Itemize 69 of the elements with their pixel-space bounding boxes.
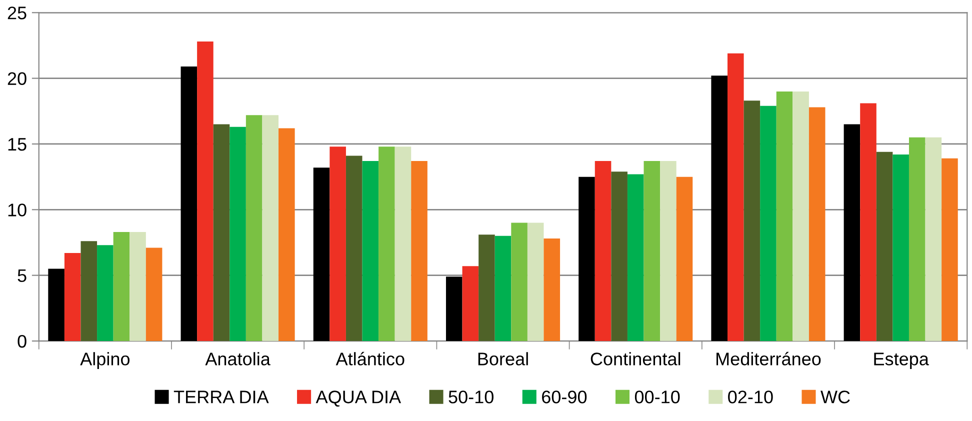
legend-label: WC <box>820 390 850 404</box>
bar <box>892 154 909 342</box>
bar <box>362 161 379 342</box>
bar <box>511 222 528 342</box>
bar <box>246 115 262 342</box>
bar <box>844 124 860 342</box>
bar <box>313 168 330 342</box>
bar <box>346 156 362 342</box>
bar <box>611 172 628 342</box>
bar <box>213 124 230 342</box>
bar <box>113 232 130 342</box>
bar <box>527 222 544 342</box>
bar <box>146 248 162 342</box>
x-tick-label: Mediterráneo <box>716 352 821 366</box>
bar <box>578 176 595 342</box>
legend-label: TERRA DIA <box>174 390 269 404</box>
bar <box>925 137 942 342</box>
y-tick-label: 15 <box>8 138 26 151</box>
bar <box>860 103 876 342</box>
bar <box>97 245 114 342</box>
bar <box>130 232 146 342</box>
bar <box>80 241 98 342</box>
legend-label: 50-10 <box>448 390 494 404</box>
bar <box>644 161 660 342</box>
bar <box>876 152 893 342</box>
bar <box>808 107 826 342</box>
bar <box>411 161 428 342</box>
bar <box>48 268 64 342</box>
legend-label: 60-90 <box>542 390 587 404</box>
x-tick-label: Atlántico <box>336 352 404 366</box>
bar <box>942 158 958 342</box>
bar <box>744 100 760 342</box>
bar <box>330 146 346 342</box>
bar <box>64 253 81 342</box>
bar <box>727 53 744 342</box>
bar <box>676 176 693 342</box>
bar <box>478 234 495 342</box>
bar <box>197 42 214 342</box>
y-tick-label: 20 <box>8 72 26 86</box>
y-tick-label: 10 <box>8 204 26 216</box>
bar <box>544 238 560 342</box>
bar <box>627 174 644 342</box>
bar <box>278 128 295 342</box>
bar <box>446 276 462 342</box>
bar <box>594 161 612 342</box>
bar <box>180 66 198 342</box>
bar <box>262 115 279 342</box>
legend-label: AQUA DIA <box>316 390 402 407</box>
bar <box>394 146 412 342</box>
x-tick-label: Anatolia <box>205 352 270 366</box>
y-tick-label: 5 <box>18 269 26 282</box>
legend-label: 02-10 <box>728 390 773 404</box>
bar <box>494 236 512 342</box>
bar <box>230 126 246 342</box>
bar <box>660 161 676 342</box>
y-tick-label: 25 <box>8 6 26 20</box>
bar <box>908 137 926 342</box>
bar <box>711 76 728 342</box>
y-tick-label: 0 <box>18 334 26 348</box>
x-tick-label: Estepa <box>874 352 929 369</box>
bar <box>792 91 809 342</box>
x-tick-label: Continental <box>590 352 680 366</box>
bar <box>760 106 776 342</box>
x-tick-label: Boreal <box>478 352 528 366</box>
x-tick-label: Alpino <box>80 352 130 369</box>
legend-label: 00-10 <box>634 390 680 404</box>
bar <box>378 146 395 342</box>
bar <box>462 266 479 342</box>
bar <box>776 91 793 342</box>
